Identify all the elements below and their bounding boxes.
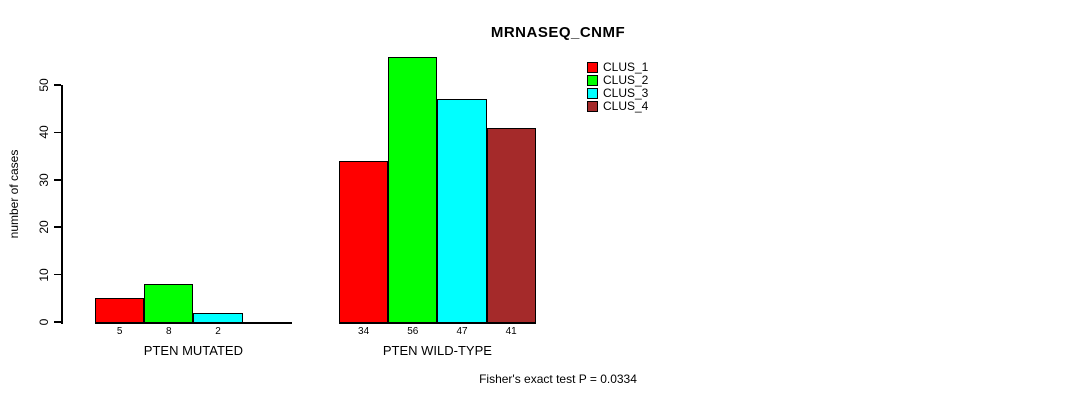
legend-label: CLUS_1 bbox=[603, 60, 649, 74]
legend-swatch bbox=[587, 62, 598, 73]
bar-value-label: 34 bbox=[358, 326, 370, 337]
y-tick-mark bbox=[54, 84, 61, 86]
bar-value-label: 5 bbox=[116, 326, 123, 337]
y-tick-mark bbox=[54, 273, 61, 276]
bar-clus_1-group1 bbox=[95, 298, 145, 323]
y-tick-label: 30 bbox=[37, 173, 51, 187]
y-tick-mark bbox=[54, 321, 61, 323]
y-tick-label: 20 bbox=[37, 220, 51, 234]
legend-item: CLUS_3 bbox=[587, 86, 649, 100]
chart-title: MRNASEQ_CNMF bbox=[490, 24, 626, 41]
legend-label: CLUS_4 bbox=[603, 99, 649, 113]
y-axis-line bbox=[61, 85, 63, 324]
y-tick-mark bbox=[54, 179, 61, 181]
legend-swatch bbox=[587, 88, 598, 99]
bar-value-label: 47 bbox=[456, 326, 468, 337]
legend-swatch bbox=[587, 101, 598, 112]
y-tick-label: 0 bbox=[37, 318, 51, 326]
bar-value-label: 8 bbox=[166, 326, 172, 337]
legend-item: CLUS_4 bbox=[587, 99, 649, 113]
legend: CLUS_1 CLUS_2 CLUS_3 CLUS_4 bbox=[587, 60, 649, 113]
y-tick-label: 10 bbox=[37, 267, 51, 282]
category-label: PTEN MUTATED bbox=[143, 343, 243, 358]
bar-value-label: 56 bbox=[407, 326, 419, 337]
bar-value-label: 2 bbox=[215, 326, 221, 337]
bar-clus_3-group1 bbox=[193, 312, 243, 323]
legend-label: CLUS_3 bbox=[603, 86, 649, 100]
y-tick-label: 50 bbox=[37, 78, 51, 92]
bar-clus_2-group1 bbox=[144, 284, 194, 323]
legend-item: CLUS_1 bbox=[587, 60, 649, 74]
y-tick-label: 40 bbox=[37, 125, 51, 140]
bar-clus_4-group2 bbox=[486, 127, 536, 323]
footer-note: Fisher's exact test P = 0.0334 bbox=[479, 372, 637, 386]
bar-value-label: 41 bbox=[505, 326, 517, 337]
legend-item: CLUS_2 bbox=[587, 73, 649, 87]
category-label: PTEN WILD-TYPE bbox=[382, 343, 492, 358]
legend-label: CLUS_2 bbox=[603, 73, 649, 87]
bar-clus_1-group2 bbox=[339, 160, 389, 323]
bar-clus_2-group2 bbox=[388, 56, 438, 323]
legend-swatch bbox=[587, 75, 598, 86]
y-tick-mark bbox=[54, 226, 61, 228]
y-tick-mark bbox=[54, 131, 61, 134]
bar-clus_3-group2 bbox=[437, 99, 487, 323]
